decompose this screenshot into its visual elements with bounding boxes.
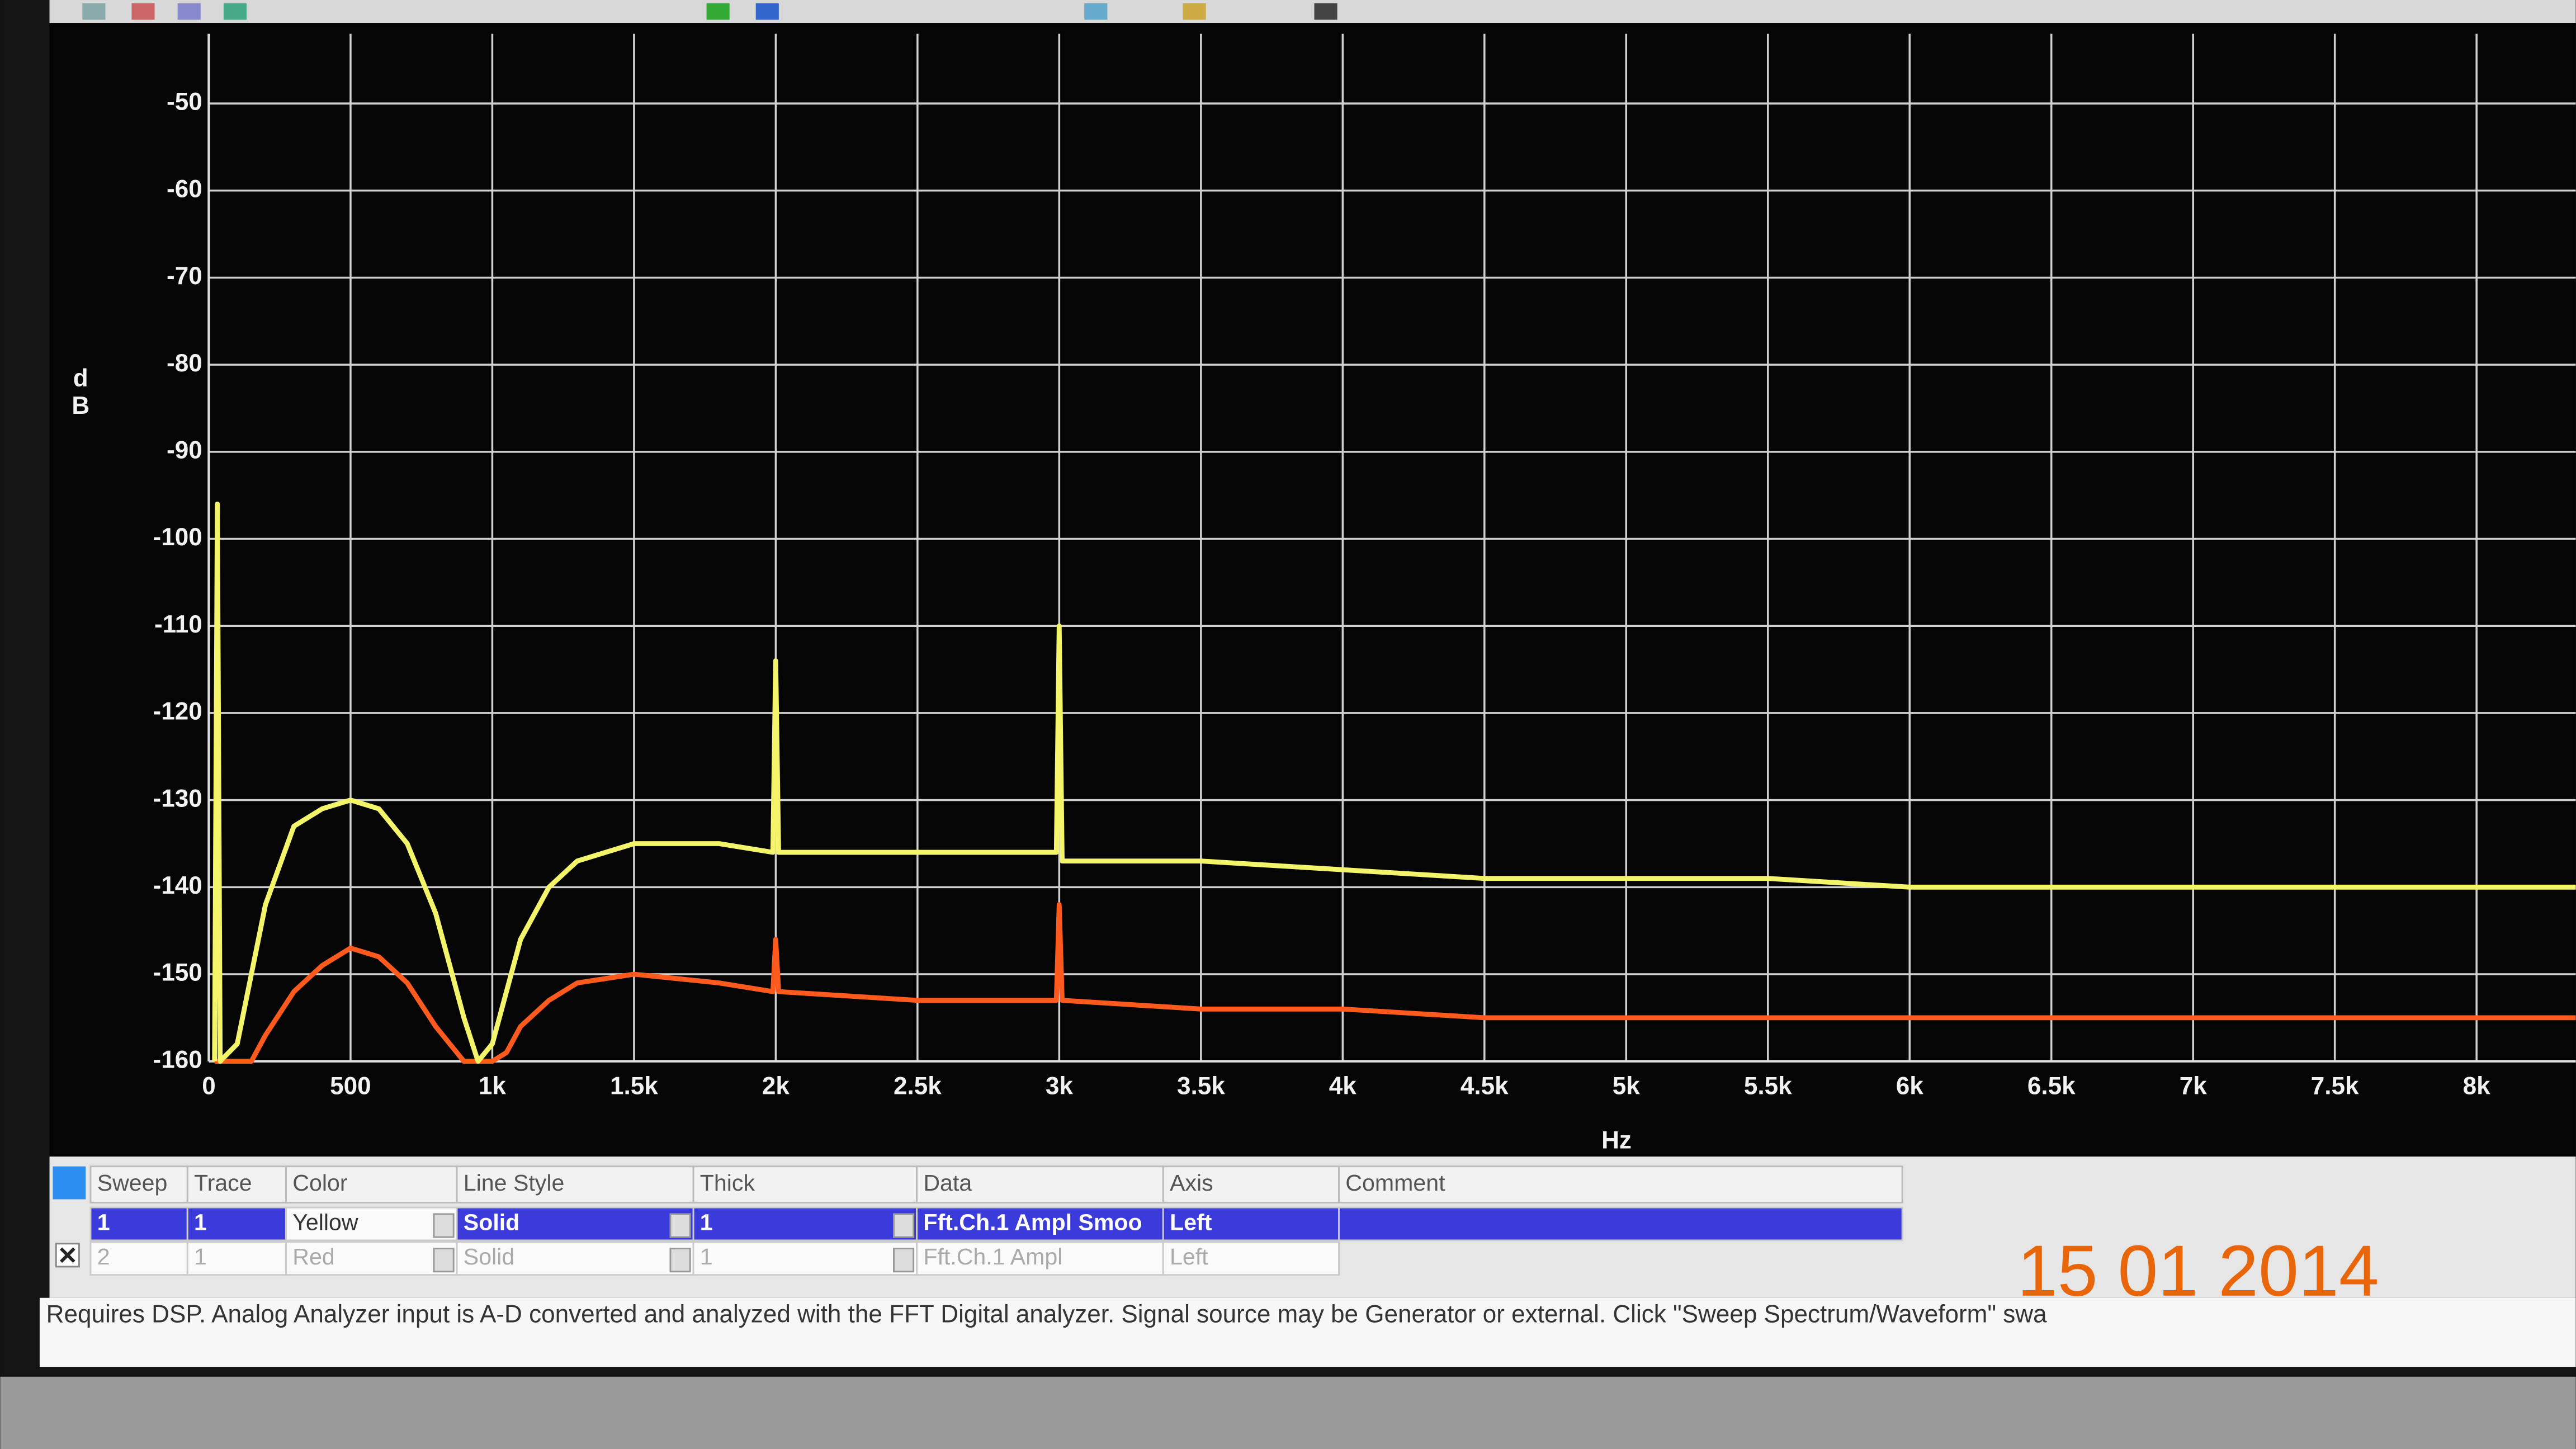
icon[interactable] [1084, 3, 1108, 20]
y-tick-label: -60 [167, 175, 202, 202]
column-header: Sweep [97, 1170, 168, 1196]
cell-text: 1 [194, 1244, 207, 1269]
column-header: Axis [1170, 1170, 1213, 1196]
icon[interactable] [223, 3, 247, 20]
x-tick-label: 3.5k [1177, 1072, 1225, 1099]
icon[interactable] [706, 3, 730, 20]
icon[interactable] [1183, 3, 1206, 20]
x-tick-label: 2.5k [894, 1072, 942, 1099]
table-cell [186, 1241, 287, 1276]
column-header: Color [292, 1170, 347, 1196]
table-cell [1162, 1241, 1340, 1276]
plot-panel [49, 23, 2576, 1157]
icon[interactable] [1314, 3, 1337, 20]
taskbar [0, 1376, 2576, 1449]
column-header: Line Style [464, 1170, 565, 1196]
table-cell [692, 1206, 918, 1242]
cell-text: 1 [97, 1209, 110, 1235]
x-tick-label: 7k [2180, 1072, 2207, 1099]
x-tick-label: 4.5k [1460, 1072, 1509, 1099]
dropdown-button[interactable] [669, 1248, 691, 1273]
x-tick-label: 1k [479, 1072, 506, 1099]
y-tick-label: -120 [153, 698, 202, 725]
dropdown-button[interactable] [669, 1213, 691, 1238]
cell-text: 1 [700, 1244, 713, 1269]
table-cell [916, 1241, 1164, 1276]
cell-text: Solid [464, 1209, 520, 1235]
y-tick-label: -150 [153, 959, 202, 987]
icon[interactable] [755, 3, 779, 20]
status-bar [39, 1297, 2576, 1367]
y-tick-label: -140 [153, 872, 202, 899]
column-header: Thick [700, 1170, 755, 1196]
x-tick-label: 8k [2463, 1072, 2490, 1099]
x-tick-label: 3k [1046, 1072, 1073, 1099]
y-tick-label: -80 [167, 350, 202, 377]
table-cell [1162, 1206, 1340, 1242]
table-cell [916, 1206, 1164, 1242]
x-tick-label: 2k [762, 1072, 790, 1099]
column-header: Comment [1345, 1170, 1445, 1196]
spectrum-trace [214, 902, 2576, 1064]
spectrum-trace [212, 501, 2576, 1064]
table-cell [285, 1206, 458, 1242]
dropdown-button[interactable] [892, 1248, 915, 1273]
dropdown-button[interactable] [892, 1213, 915, 1238]
x-tick-label: 7.5k [2311, 1072, 2359, 1099]
x-tick-label: 1.5k [610, 1072, 658, 1099]
y-tick-label: -110 [154, 611, 202, 638]
cell-text: Left [1170, 1244, 1208, 1269]
icon[interactable] [177, 3, 201, 20]
toolbar-icons [82, 3, 1337, 20]
y-tick-label: -90 [167, 436, 202, 464]
table-corner[interactable] [53, 1166, 86, 1200]
x-tick-label: 0 [202, 1072, 216, 1099]
cell-text: Solid [464, 1244, 514, 1269]
x-tick-label: 6k [1896, 1072, 1923, 1099]
cell-text: 2 [97, 1244, 110, 1269]
date-stamp: 15 01 2014 [2017, 1231, 2379, 1311]
x-tick-label: 500 [330, 1072, 371, 1099]
table-cell [89, 1241, 188, 1276]
header-cell [1162, 1165, 1340, 1203]
icon[interactable] [82, 3, 106, 20]
y-tick-label: -130 [153, 785, 202, 812]
checkbox-mark [60, 1247, 75, 1263]
cell-text: 1 [700, 1209, 713, 1235]
cell-text: Red [292, 1244, 334, 1269]
cell-text: Yellow [292, 1209, 358, 1235]
x-tick-label: 5k [1613, 1072, 1640, 1099]
table-cell [1338, 1206, 1903, 1242]
dropdown-button[interactable] [433, 1248, 455, 1273]
header-cell [89, 1165, 188, 1203]
x-tick-label: 6.5k [2027, 1072, 2076, 1099]
y-tick-label: -100 [153, 523, 202, 551]
table-cell [186, 1206, 287, 1242]
y-tick-label: -50 [167, 88, 202, 116]
y-axis-label: dB [67, 365, 94, 419]
cell-text: 1 [194, 1209, 207, 1235]
table-cell [692, 1241, 918, 1276]
table-cell [456, 1206, 694, 1242]
column-header: Data [923, 1170, 972, 1196]
table-cell [285, 1241, 458, 1276]
x-axis-label: Hz [1601, 1126, 1632, 1154]
dropdown-button[interactable] [433, 1213, 455, 1238]
header-cell [186, 1165, 287, 1203]
cell-text: Fft.Ch.1 Ampl [923, 1244, 1062, 1269]
x-tick-label: 4k [1329, 1072, 1356, 1099]
cell-text: Left [1170, 1209, 1212, 1235]
status-text: Requires DSP. Analog Analyzer input is A… [46, 1301, 2047, 1328]
column-header: Trace [194, 1170, 252, 1196]
header-cell [1338, 1165, 1903, 1203]
y-tick-label: -70 [167, 262, 202, 290]
x-tick-label: 5.5k [1744, 1072, 1792, 1099]
y-tick-label: -160 [153, 1046, 202, 1073]
cell-text: Fft.Ch.1 Ampl Smoo [923, 1209, 1142, 1235]
toolbar [49, 0, 2576, 23]
icon[interactable] [131, 3, 155, 20]
